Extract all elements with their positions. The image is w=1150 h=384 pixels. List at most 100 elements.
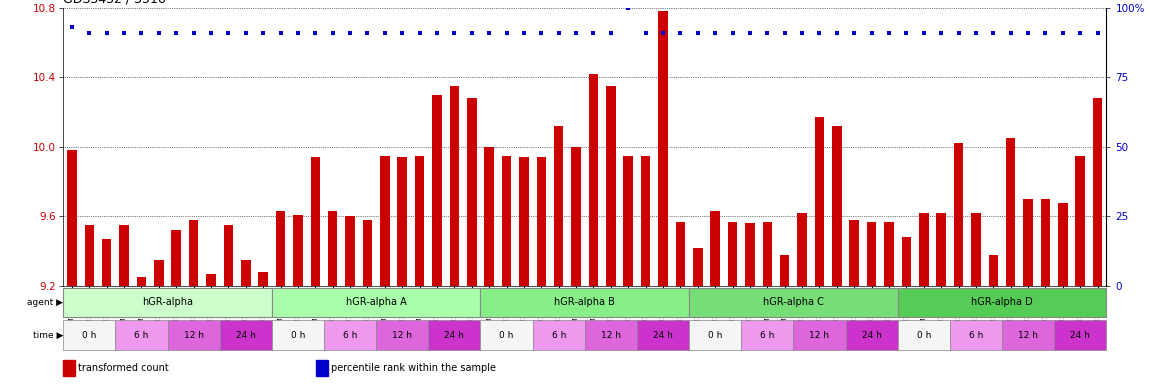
- Bar: [362, 220, 373, 286]
- Text: 12 h: 12 h: [600, 331, 621, 339]
- Bar: [310, 157, 320, 286]
- Bar: [1055, 320, 1106, 350]
- Bar: [572, 147, 581, 286]
- Bar: [63, 359, 75, 376]
- Bar: [450, 86, 459, 286]
- Point: [306, 30, 324, 36]
- Text: percentile rank within the sample: percentile rank within the sample: [331, 362, 496, 373]
- Text: 6 h: 6 h: [135, 331, 148, 339]
- Text: agent ▶: agent ▶: [28, 298, 63, 307]
- Bar: [793, 320, 845, 350]
- Bar: [1058, 202, 1067, 286]
- Bar: [276, 211, 285, 286]
- Point: [741, 30, 759, 36]
- Point: [393, 30, 412, 36]
- Point: [81, 30, 99, 36]
- Point: [880, 30, 898, 36]
- Text: 6 h: 6 h: [968, 331, 983, 339]
- Point: [428, 30, 446, 36]
- Bar: [797, 213, 807, 286]
- Text: 24 h: 24 h: [861, 331, 882, 339]
- Point: [98, 30, 116, 36]
- Bar: [1024, 199, 1033, 286]
- Text: hGR-alpha C: hGR-alpha C: [762, 297, 823, 308]
- Bar: [415, 156, 424, 286]
- Bar: [689, 320, 742, 350]
- Point: [1071, 30, 1089, 36]
- Bar: [693, 248, 703, 286]
- Bar: [884, 222, 894, 286]
- Bar: [376, 320, 428, 350]
- Point: [775, 30, 793, 36]
- Bar: [1006, 138, 1015, 286]
- Point: [63, 24, 82, 30]
- Bar: [537, 157, 546, 286]
- Point: [532, 30, 551, 36]
- Point: [497, 30, 515, 36]
- Bar: [833, 126, 842, 286]
- Text: time ▶: time ▶: [33, 331, 63, 339]
- Text: 0 h: 0 h: [708, 331, 722, 339]
- Point: [237, 30, 255, 36]
- Bar: [919, 213, 928, 286]
- Bar: [345, 217, 355, 286]
- Bar: [584, 320, 637, 350]
- Point: [601, 30, 620, 36]
- Point: [932, 30, 950, 36]
- Text: 6 h: 6 h: [343, 331, 358, 339]
- Point: [201, 30, 220, 36]
- Bar: [328, 211, 337, 286]
- Point: [323, 30, 342, 36]
- Point: [1019, 30, 1037, 36]
- Bar: [742, 320, 793, 350]
- Point: [984, 30, 1003, 36]
- Bar: [658, 11, 668, 286]
- Bar: [971, 213, 981, 286]
- Text: 6 h: 6 h: [552, 331, 566, 339]
- Bar: [814, 117, 825, 286]
- Bar: [271, 320, 324, 350]
- Text: 12 h: 12 h: [392, 331, 412, 339]
- Bar: [1041, 199, 1050, 286]
- Point: [584, 30, 603, 36]
- Bar: [950, 320, 1002, 350]
- Point: [967, 30, 986, 36]
- Bar: [120, 225, 129, 286]
- Point: [376, 30, 394, 36]
- Bar: [168, 320, 220, 350]
- Text: 12 h: 12 h: [184, 331, 204, 339]
- Bar: [898, 288, 1106, 317]
- Bar: [589, 74, 598, 286]
- Bar: [1075, 156, 1084, 286]
- Bar: [689, 288, 898, 317]
- Text: 0 h: 0 h: [917, 331, 932, 339]
- Bar: [637, 320, 689, 350]
- Bar: [641, 156, 651, 286]
- Bar: [220, 320, 271, 350]
- Point: [1088, 30, 1106, 36]
- Point: [1002, 30, 1020, 36]
- Bar: [501, 156, 512, 286]
- Text: transformed count: transformed count: [78, 362, 169, 373]
- Point: [1053, 30, 1072, 36]
- Text: 0 h: 0 h: [499, 331, 514, 339]
- Bar: [845, 320, 898, 350]
- Bar: [398, 157, 407, 286]
- Point: [1036, 30, 1055, 36]
- Bar: [381, 156, 390, 286]
- Point: [411, 30, 429, 36]
- Bar: [171, 230, 181, 286]
- Point: [567, 30, 585, 36]
- Bar: [293, 215, 302, 286]
- Point: [515, 30, 534, 36]
- Bar: [67, 151, 77, 286]
- Point: [220, 30, 238, 36]
- Bar: [898, 320, 950, 350]
- Bar: [902, 237, 911, 286]
- Bar: [780, 255, 789, 286]
- Point: [445, 30, 463, 36]
- Point: [914, 30, 933, 36]
- Point: [672, 30, 690, 36]
- Bar: [137, 277, 146, 286]
- Bar: [554, 126, 564, 286]
